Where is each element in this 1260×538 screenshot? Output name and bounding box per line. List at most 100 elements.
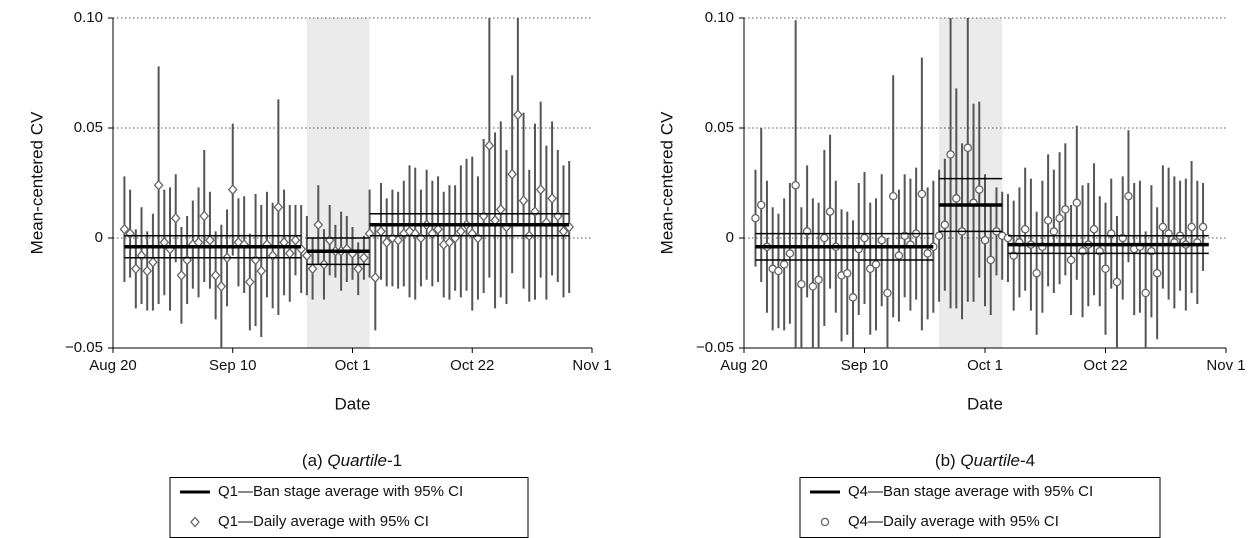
caption-italic: Quartile (960, 451, 1020, 470)
daily-marker (785, 249, 795, 258)
x-tick-label: Sep 10 (841, 357, 889, 374)
daily-marker (883, 288, 892, 298)
daily-marker (986, 255, 995, 265)
daily-marker (779, 260, 789, 269)
daily-marker (478, 210, 489, 222)
daily-marker (1032, 268, 1041, 278)
daily-marker (290, 234, 301, 246)
daily-marker (774, 266, 783, 276)
daily-marker (216, 280, 227, 292)
daily-marker (894, 251, 904, 260)
x-tick-label: Nov 1 (1206, 357, 1245, 374)
daily-marker (940, 220, 950, 230)
y-axis-label: Mean-centered CV (657, 111, 676, 254)
daily-marker (814, 275, 823, 285)
x-tick-label: Nov 1 (572, 357, 611, 374)
daily-marker (393, 234, 403, 246)
y-tick-label: 0 (726, 229, 734, 246)
daily-marker (888, 191, 898, 201)
stage-shade (306, 18, 370, 348)
daily-marker (934, 231, 944, 241)
daily-marker (119, 223, 130, 235)
daily-marker (975, 185, 984, 194)
daily-marker (267, 250, 278, 262)
stage-shade (939, 18, 1003, 348)
legend-marker-swatch (190, 516, 200, 528)
daily-marker (547, 192, 557, 204)
daily-marker (444, 236, 455, 248)
daily-marker (820, 233, 829, 243)
daily-marker (871, 260, 881, 269)
panel: −0.05 0 0.05 0.10 Aug 20 Sep 10 Oct 1 Oct 22 Nov… (657, 9, 1246, 538)
daily-marker (205, 234, 215, 246)
x-tick-label: Sep 10 (209, 357, 257, 374)
y-tick-label: −0.05 (696, 339, 734, 356)
caption-prefix: (b) (935, 451, 956, 470)
daily-marker (227, 184, 238, 196)
daily-marker (153, 179, 164, 191)
legend-label: Q4—Ban stage average with 95% CI (848, 483, 1093, 500)
daily-marker (370, 272, 381, 284)
daily-marker (381, 236, 392, 248)
daily-marker (142, 265, 153, 277)
legend-label: Q4—Daily average with 95% CI (848, 513, 1059, 530)
legend-marker-swatch (820, 517, 830, 527)
daily-marker (963, 143, 973, 153)
daily-marker (518, 195, 529, 207)
daily-marker (1187, 222, 1196, 232)
y-tick-label: 0.10 (705, 9, 734, 26)
x-axis-label: Date (335, 394, 371, 413)
legend-box (799, 477, 1161, 538)
daily-marker (865, 264, 875, 274)
daily-marker (182, 254, 193, 266)
daily-marker (353, 263, 364, 275)
daily-marker (512, 109, 523, 121)
daily-marker (791, 180, 800, 190)
x-tick-label: Aug 20 (89, 357, 137, 374)
daily-marker (1158, 222, 1168, 232)
daily-marker (313, 219, 324, 231)
daily-marker (1124, 191, 1133, 201)
daily-marker (848, 293, 858, 302)
daily-marker (530, 206, 540, 218)
legend-box (169, 477, 529, 538)
y-tick-label: 0.05 (74, 119, 103, 136)
daily-marker (535, 184, 546, 196)
daily-marker (376, 225, 386, 237)
daily-marker (307, 263, 318, 275)
x-axis-label: Date (967, 394, 1003, 413)
x-tick-label: Oct 1 (335, 357, 371, 374)
daily-marker (1020, 224, 1030, 234)
daily-marker (176, 269, 187, 281)
legend-label: Q1—Daily average with 95% CI (218, 513, 429, 530)
daily-marker (130, 263, 141, 275)
daily-marker (1089, 224, 1099, 234)
caption: (a) Quartile-1 (302, 451, 402, 470)
daily-marker (256, 265, 267, 277)
daily-marker (756, 200, 766, 210)
daily-marker (273, 201, 284, 213)
daily-marker (507, 168, 518, 180)
daily-marker (1072, 198, 1082, 208)
daily-marker (808, 282, 818, 291)
x-tick-label: Oct 1 (967, 357, 1003, 374)
caption-italic: Quartile (327, 451, 387, 470)
daily-marker (484, 140, 495, 152)
legend-label: Q1—Ban stage average with 95% CI (218, 483, 463, 500)
daily-marker (797, 279, 806, 289)
daily-marker (923, 249, 932, 258)
caption-prefix: (a) (302, 451, 323, 470)
daily-marker (359, 252, 369, 264)
daily-marker (170, 212, 181, 224)
y-axis-label: Mean-centered CV (27, 111, 46, 254)
daily-marker (1043, 216, 1053, 225)
daily-marker (751, 213, 760, 223)
y-tick-label: 0 (95, 229, 103, 246)
daily-marker (1049, 227, 1059, 236)
daily-marker (250, 254, 261, 266)
daily-marker (455, 225, 466, 237)
daily-marker (136, 250, 147, 262)
daily-marker (244, 276, 255, 288)
daily-marker (1055, 213, 1064, 223)
caption-suffix: -1 (387, 451, 402, 470)
